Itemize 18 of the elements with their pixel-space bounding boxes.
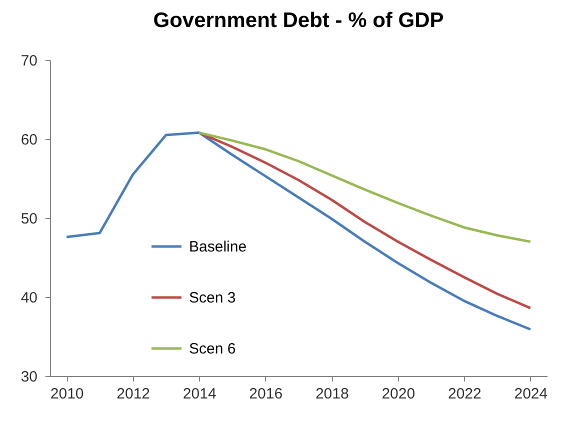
x-tick-label: 2014: [182, 386, 216, 402]
y-tick-label: 60: [20, 132, 38, 148]
x-tick-label: 2020: [382, 386, 416, 402]
legend-label: Baseline: [189, 238, 247, 256]
x-tick-label: 2024: [514, 386, 548, 402]
chart-title: Government Debt - % of GDP: [153, 9, 444, 32]
y-tick-label: 70: [20, 52, 38, 70]
x-tick-label: 2012: [116, 386, 150, 402]
y-tick-label: 30: [20, 368, 38, 386]
x-tick-label: 2016: [249, 386, 283, 402]
y-tick-label: 40: [20, 290, 38, 306]
legend-label: Scen 6: [189, 340, 236, 358]
x-tick-label: 2018: [315, 386, 349, 402]
line-series: [65, 131, 532, 331]
legend-label: Scen 3: [189, 290, 236, 306]
x-tick-label: 2022: [448, 386, 482, 402]
x-tick-label: 2010: [50, 386, 84, 402]
y-tick-label: 50: [20, 210, 38, 228]
